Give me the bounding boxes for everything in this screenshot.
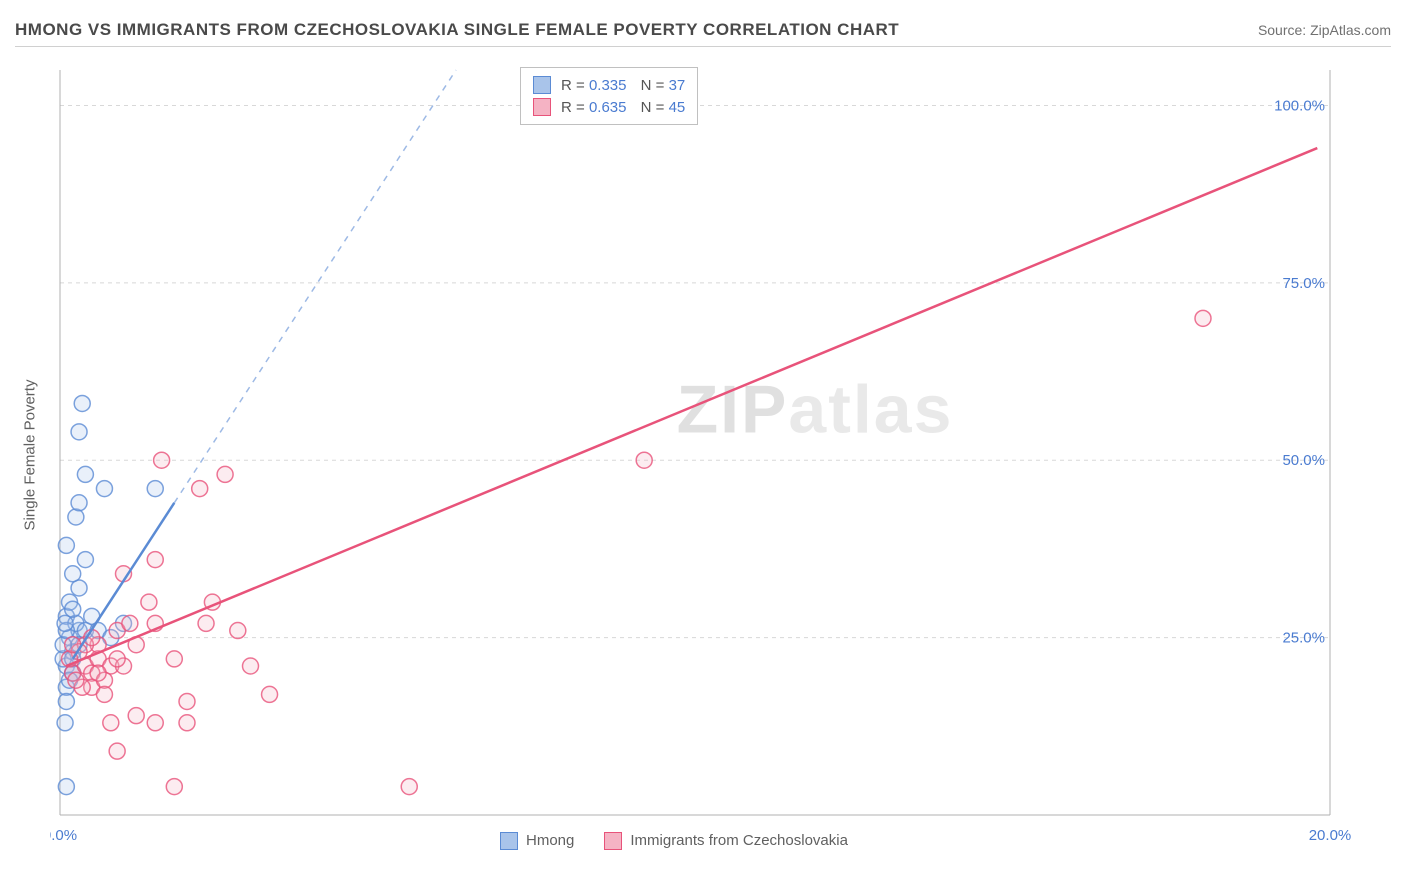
svg-text:25.0%: 25.0% xyxy=(1282,630,1325,647)
svg-text:100.0%: 100.0% xyxy=(1274,97,1325,114)
legend-swatch-czech xyxy=(533,98,551,116)
legend-swatch-icon xyxy=(500,832,518,850)
legend-swatch-icon xyxy=(604,832,622,850)
chart-title: HMONG VS IMMIGRANTS FROM CZECHOSLOVAKIA … xyxy=(15,20,899,40)
legend-swatch-hmong xyxy=(533,76,551,94)
legend-row-czech: R = 0.635 N = 45 xyxy=(533,96,685,118)
chart-header: HMONG VS IMMIGRANTS FROM CZECHOSLOVAKIA … xyxy=(15,20,1391,47)
legend-row-hmong: R = 0.335 N = 37 xyxy=(533,74,685,96)
legend-item-hmong: Hmong xyxy=(500,832,574,850)
chart-area: Single Female Poverty 25.0%50.0%75.0%100… xyxy=(50,60,1370,850)
svg-text:75.0%: 75.0% xyxy=(1282,275,1325,292)
correlation-legend: R = 0.335 N = 37 R = 0.635 N = 45 xyxy=(520,67,698,125)
scatter-plot: 25.0% 50.0% 75.0% 100.0% ZIPatlas 0.0% 20.0% xyxy=(50,60,1370,850)
y-axis-label: Single Female Poverty xyxy=(22,380,39,531)
legend-item-czech: Immigrants from Czechoslovakia xyxy=(604,832,848,850)
svg-text:0.0%: 0.0% xyxy=(50,827,77,844)
svg-text:20.0%: 20.0% xyxy=(1309,827,1352,844)
chart-source: Source: ZipAtlas.com xyxy=(1258,22,1391,38)
svg-text:ZIPatlas: ZIPatlas xyxy=(677,372,954,448)
series-legend: Hmong Immigrants from Czechoslovakia xyxy=(500,832,848,850)
svg-text:50.0%: 50.0% xyxy=(1282,452,1325,469)
